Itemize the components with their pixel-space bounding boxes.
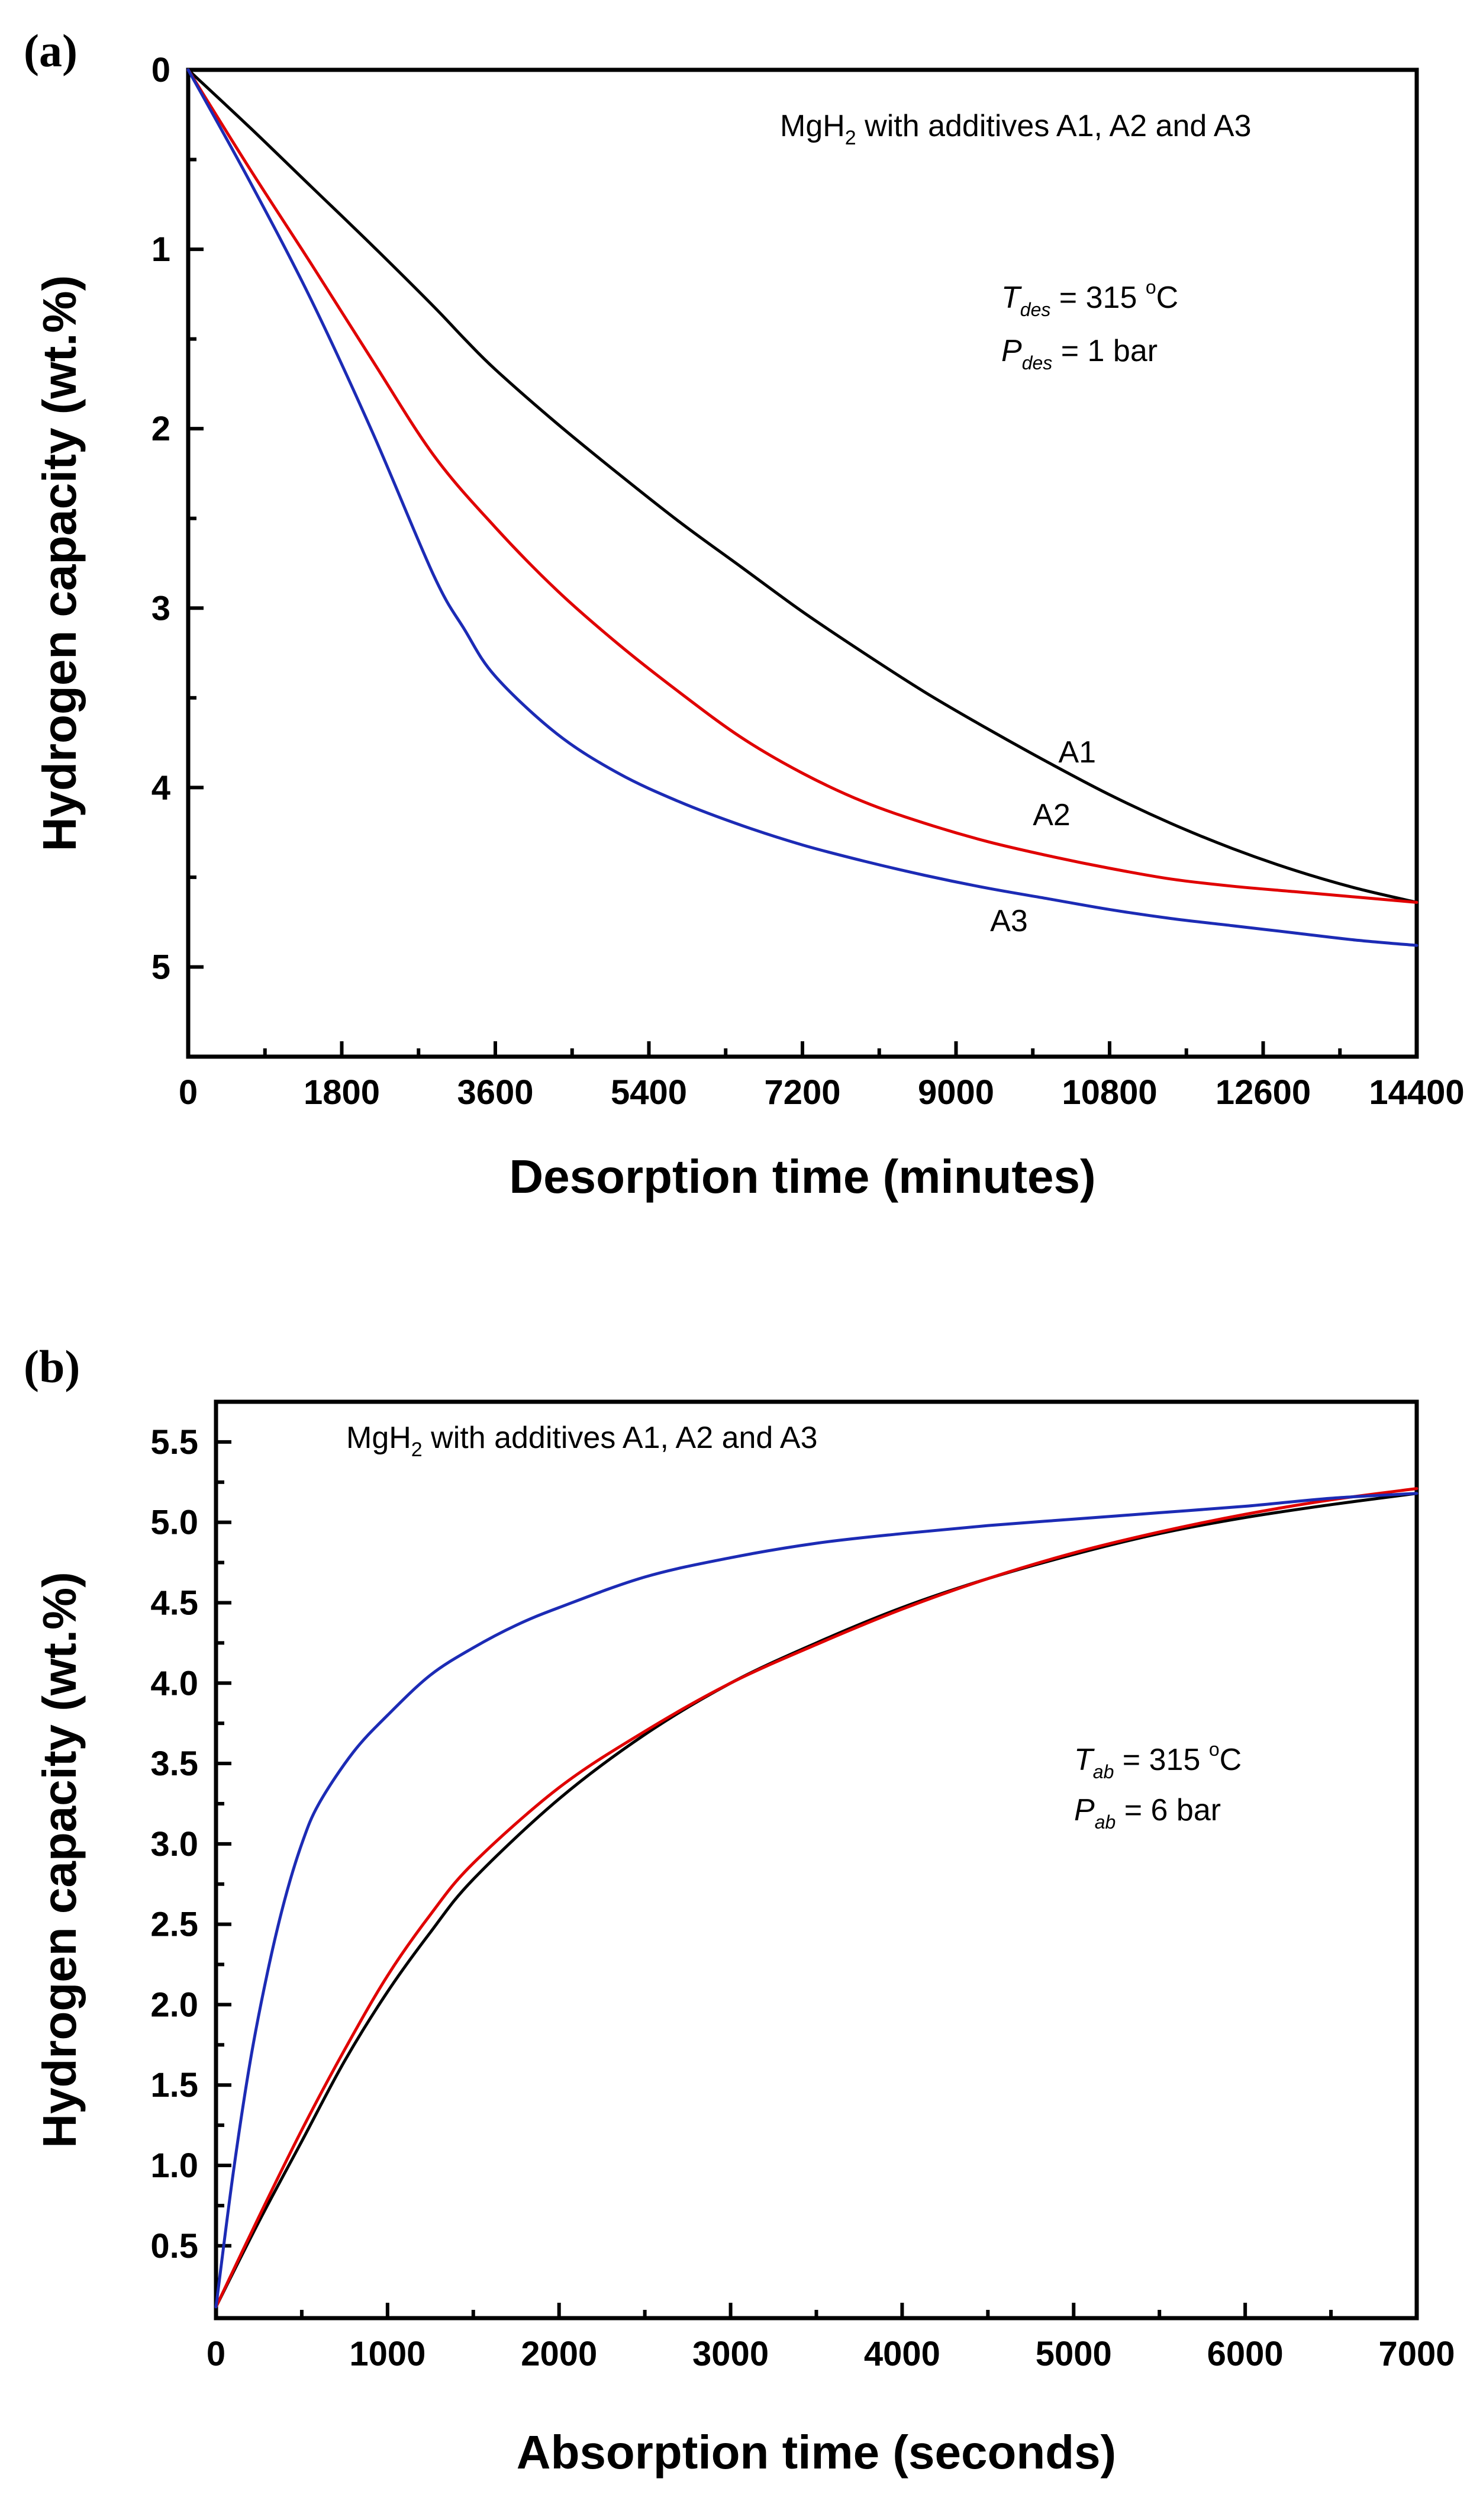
- y-tick-label: 1.0: [150, 2146, 198, 2185]
- x-axis-title: Absorption time (seconds): [517, 2426, 1116, 2479]
- y-tick-label: 1: [151, 230, 170, 269]
- series-line-a3: [214, 1492, 1418, 2309]
- x-tick-label: 3600: [457, 1073, 533, 1112]
- condition-p: Pab = 6 bar: [1074, 1793, 1221, 1833]
- condition-t: Tab = 315 oC: [1074, 1739, 1242, 1782]
- x-tick-label: 14400: [1369, 1073, 1464, 1112]
- x-tick-label: 7000: [1378, 2335, 1455, 2373]
- y-tick-label: 3.0: [150, 1825, 198, 1864]
- y-tick-label: 1.5: [150, 2066, 198, 2104]
- chart-panel-b: 0 1000 2000 3000 4000 5000 6000 7000 0.5 1.0 1.5 2.…: [24, 1341, 1455, 2479]
- series-line-a3: [186, 68, 1418, 947]
- plot-frame: [214, 1399, 1419, 2321]
- x-tick-label: 5000: [1036, 2335, 1112, 2373]
- series-line-a2: [186, 68, 1418, 904]
- series-label-a2: A2: [1033, 798, 1071, 832]
- y-tick-label: 3.5: [150, 1745, 198, 1783]
- x-tick-label: 7200: [764, 1073, 840, 1112]
- x-tick-label: 10800: [1062, 1073, 1157, 1112]
- x-tick-label: 12600: [1216, 1073, 1311, 1112]
- y-tick-label: 0.5: [150, 2227, 198, 2265]
- y-tick-label: 4.5: [150, 1584, 198, 1622]
- x-tick-label: 1000: [349, 2335, 425, 2373]
- chart-panel-a: 0 1800 3600 5400 7200 9000 10800 12600 14400 0 1 2 3…: [24, 25, 1465, 1203]
- y-tick-label: 3: [151, 589, 170, 627]
- condition-t: Tdes = 315 oC: [1001, 276, 1178, 320]
- y-axis-title: Hydrogen capacity (wt.%): [33, 1572, 86, 2148]
- panel-label: (a): [24, 25, 78, 76]
- y-tick-label: 2.5: [150, 1906, 198, 1944]
- x-tick-label: 5400: [611, 1073, 687, 1112]
- x-tick-label: 9000: [918, 1073, 994, 1112]
- x-tick-label: 2000: [521, 2335, 597, 2373]
- y-tick-label: 2: [151, 410, 170, 448]
- series-label-a3: A3: [990, 904, 1028, 938]
- y-tick-label: 5: [151, 948, 170, 986]
- x-tick-label: 4000: [864, 2335, 940, 2373]
- series-line-a1: [186, 68, 1418, 904]
- series-label-a1: A1: [1059, 735, 1097, 770]
- y-tick-label: 4: [151, 768, 170, 807]
- title-annotation: MgH2 with additives A1, A2 and A3: [780, 109, 1252, 149]
- y-axis-title: Hydrogen capacity (wt.%): [33, 275, 86, 852]
- y-tick-label: 5.5: [150, 1423, 198, 1462]
- condition-p: Pdes = 1 bar: [1001, 334, 1158, 374]
- plot-frame: [186, 67, 1419, 1059]
- x-tick-label: 6000: [1207, 2335, 1284, 2373]
- x-tick-label: 0: [179, 1073, 198, 1112]
- title-annotation: MgH2 with additives A1, A2 and A3: [346, 1421, 818, 1461]
- y-tick-label: 5.0: [150, 1504, 198, 1542]
- series-line-a1: [214, 1492, 1418, 2309]
- x-tick-label: 0: [207, 2335, 225, 2373]
- y-tick-label: 0: [151, 51, 170, 89]
- x-tick-label: 1800: [304, 1073, 380, 1112]
- y-tick-label: 4.0: [150, 1664, 198, 1702]
- x-axis-title: Desorption time (minutes): [509, 1150, 1095, 1203]
- panel-label: (b): [24, 1341, 80, 1392]
- y-tick-label: 2.0: [150, 1985, 198, 2024]
- x-tick-label: 3000: [692, 2335, 769, 2373]
- series-line-a2: [214, 1487, 1418, 2309]
